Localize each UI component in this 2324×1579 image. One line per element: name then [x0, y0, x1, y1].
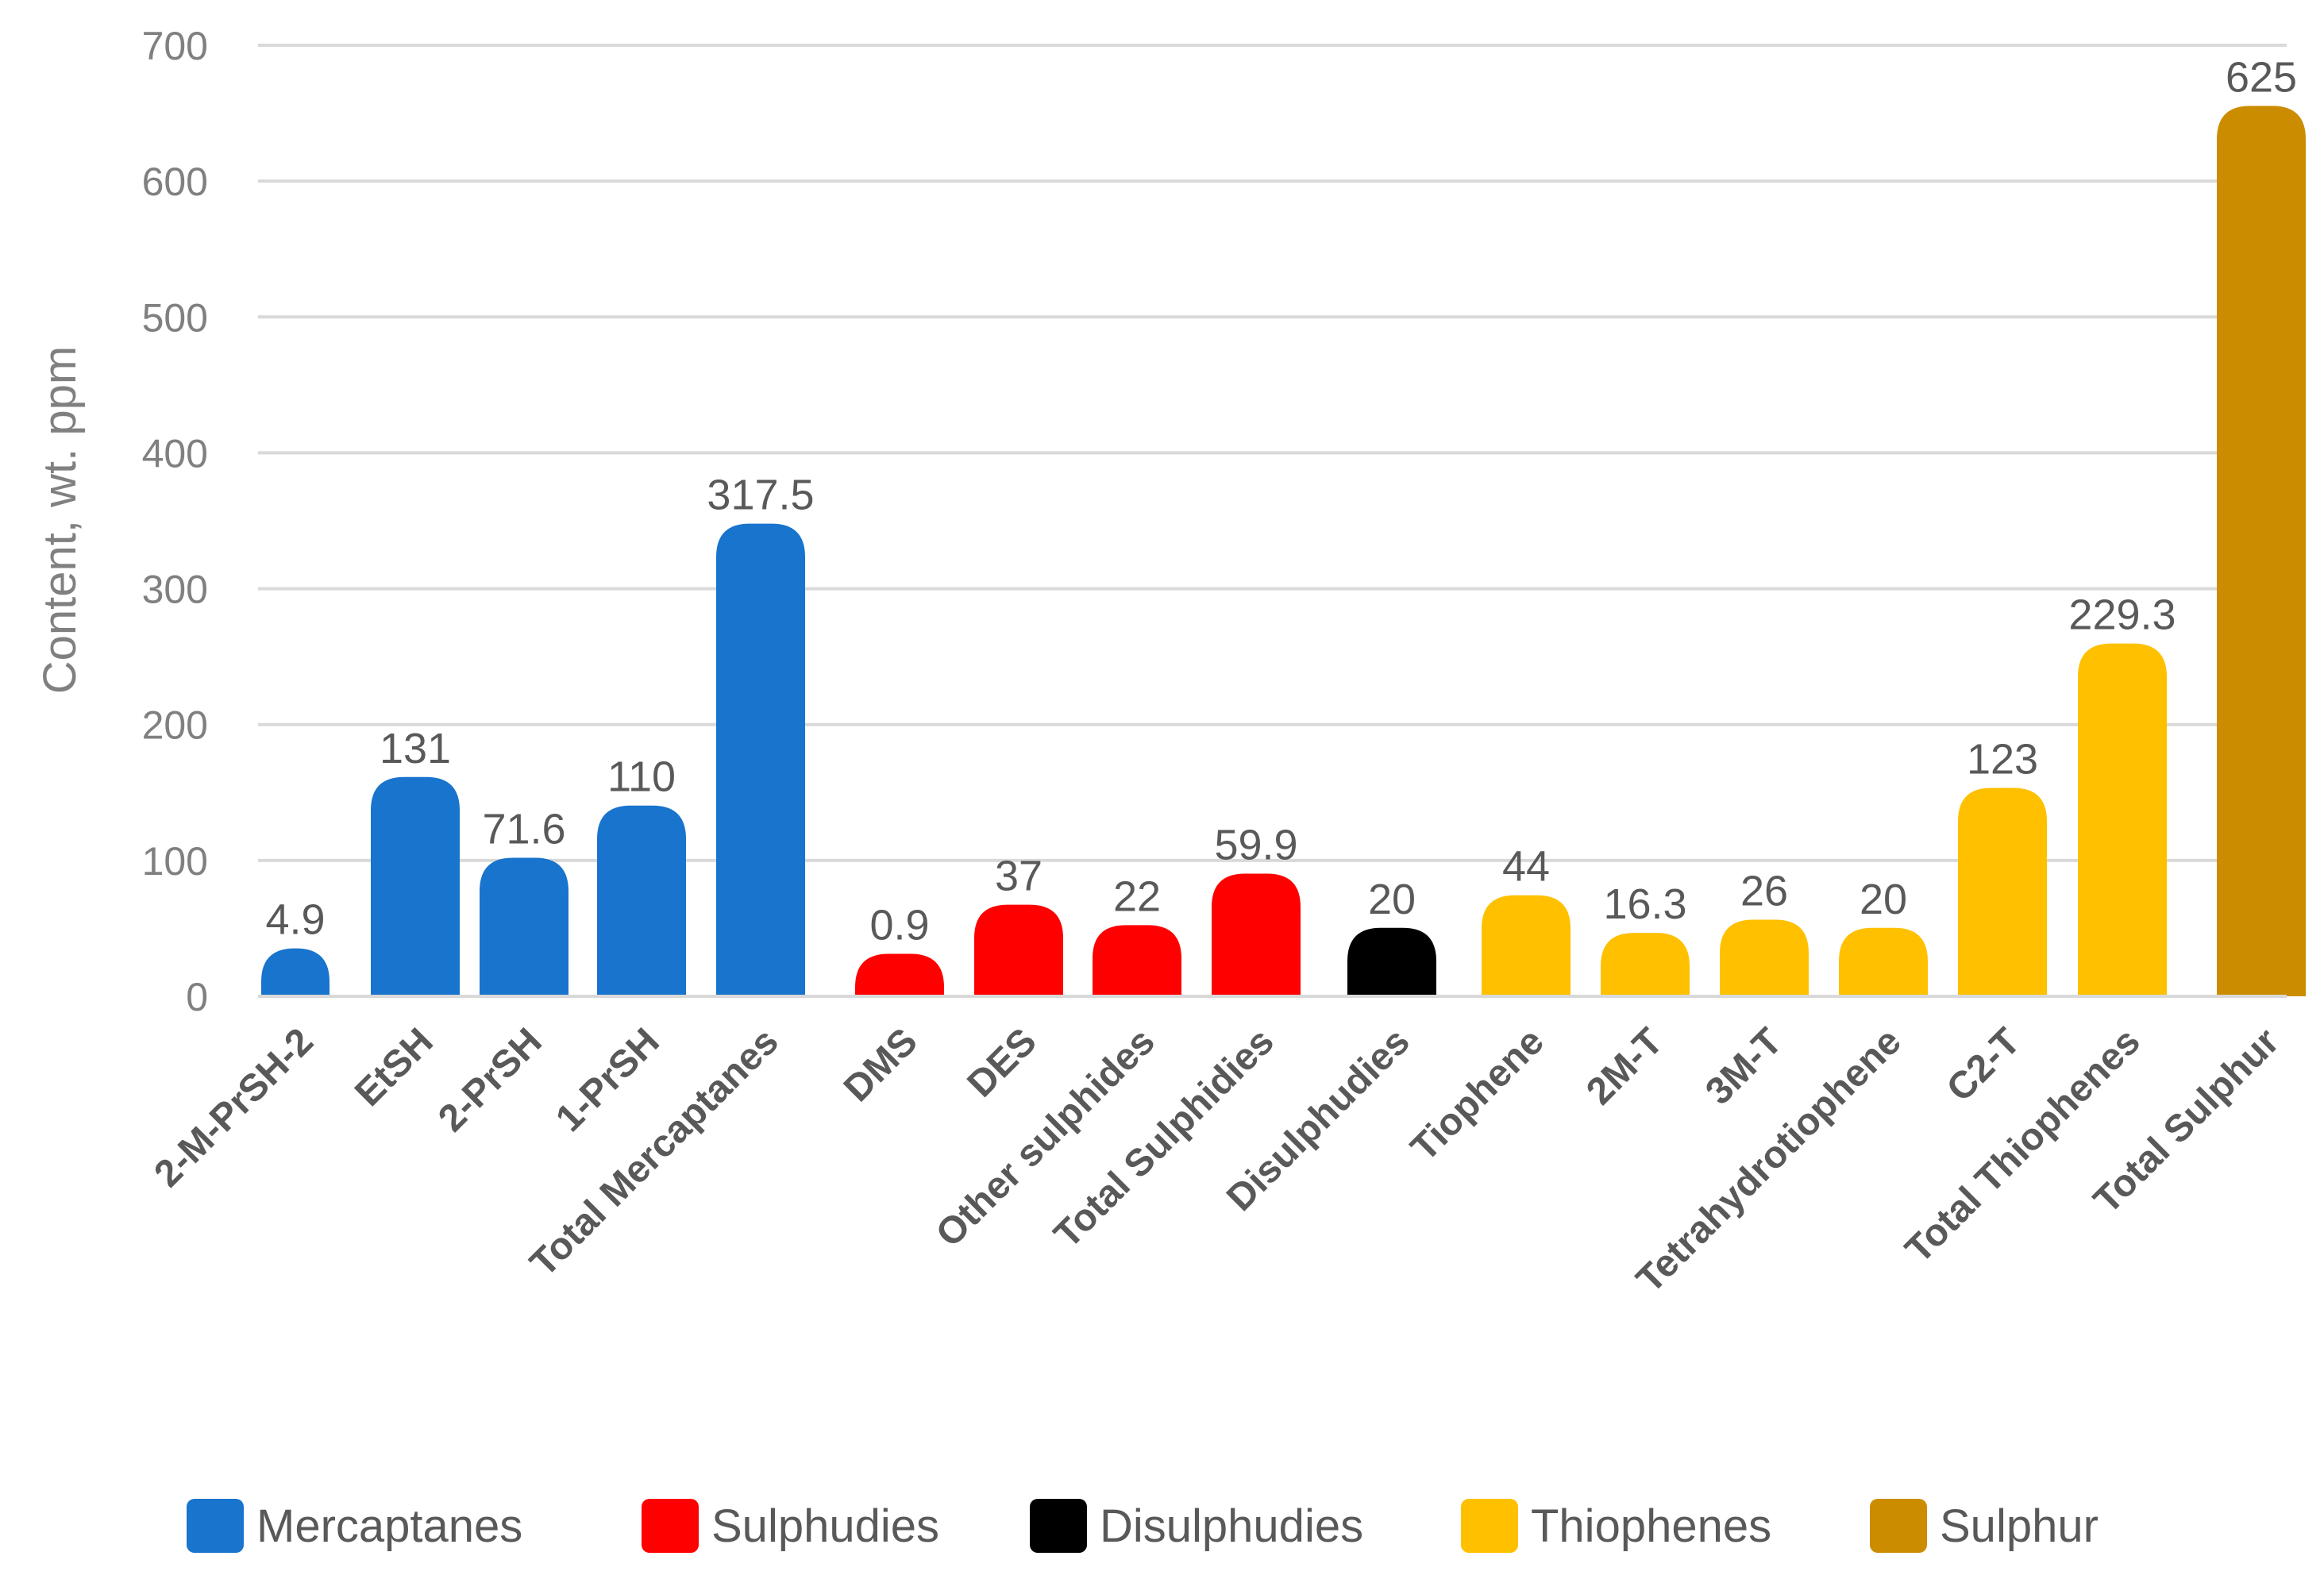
- bar: [261, 948, 330, 996]
- bar-value-label: 20: [1368, 876, 1416, 923]
- y-axis-ticks: 0 100 200 300 400 500 600 700: [142, 24, 208, 1019]
- bar: [480, 857, 568, 996]
- x-category-label: C2-T: [1939, 1020, 2029, 1110]
- x-category-label: DES: [960, 1020, 1045, 1105]
- x-category-label: EtSH: [347, 1020, 441, 1115]
- bars: [261, 106, 2306, 996]
- legend-label: Sulphudies: [711, 1500, 939, 1552]
- legend: Mercaptanes Sulphudies Disulphudies Thiophe…: [187, 1499, 2099, 1553]
- x-category-label: 2M-T: [1578, 1020, 1671, 1113]
- bar: [371, 776, 460, 996]
- bar: [1093, 925, 1181, 996]
- x-category-label: 3M-T: [1698, 1020, 1790, 1113]
- bar: [974, 904, 1063, 996]
- x-category-label: 2-PrSH: [430, 1020, 550, 1140]
- legend-swatch: [187, 1499, 244, 1553]
- bar-value-label: 16.3: [1603, 880, 1686, 928]
- bar: [1601, 933, 1690, 996]
- x-category-label: DMS: [836, 1020, 926, 1110]
- bar-value-label: 37: [995, 853, 1043, 900]
- bar-value-label: 625: [2226, 53, 2297, 101]
- legend-label: Sulphur: [1940, 1500, 2099, 1552]
- legend-swatch: [1030, 1499, 1087, 1553]
- y-tick-label: 100: [142, 839, 208, 884]
- bar-value-label: 229.3: [2068, 591, 2176, 639]
- legend-label: Mercaptanes: [256, 1500, 522, 1552]
- bar-value-label: 110: [607, 753, 676, 801]
- legend-swatch: [642, 1499, 699, 1553]
- bar-value-label: 131: [380, 725, 451, 772]
- bar: [855, 953, 944, 996]
- bar-value-label: 0.9: [869, 901, 929, 949]
- bar-value-label: 20: [1860, 876, 1907, 923]
- bar: [1958, 788, 2047, 996]
- legend-label: Thiophenes: [1531, 1500, 1771, 1552]
- legend-swatch: [1870, 1499, 1927, 1553]
- y-tick-label: 400: [142, 431, 208, 476]
- y-tick-label: 500: [142, 295, 208, 340]
- bar: [2078, 643, 2167, 996]
- y-tick-label: 200: [142, 703, 208, 748]
- bar: [1839, 927, 1928, 996]
- bar: [2217, 106, 2306, 996]
- x-category-label: 2-M-PrSH-2: [146, 1020, 321, 1195]
- bar-value-label: 59.9: [1214, 821, 1297, 868]
- bar: [1720, 919, 1809, 996]
- y-tick-label: 700: [142, 24, 208, 68]
- bar-value-label: 4.9: [265, 896, 325, 944]
- bar: [1212, 873, 1301, 996]
- x-category-label: Other sulphides: [928, 1020, 1163, 1255]
- x-category-label: Total Thiophenes: [1898, 1020, 2149, 1271]
- y-tick-label: 300: [142, 568, 208, 612]
- bar-value-label: 71.6: [482, 805, 565, 853]
- bar-value-label: 26: [1740, 868, 1788, 915]
- bar-value-label: 317.5: [707, 472, 814, 519]
- bar-value-label: 44: [1502, 843, 1550, 891]
- bar-value-label: 22: [1113, 872, 1161, 920]
- bar: [597, 805, 686, 996]
- bar: [716, 523, 805, 996]
- data-labels: 4.9 131 71.6 110 317.5 0.9 37 22 59.9 20 44 16.3 26 2…: [265, 53, 2297, 949]
- y-axis-title: Content, wt. ppm: [34, 346, 86, 694]
- x-category-label: Tiophene: [1403, 1020, 1552, 1169]
- y-tick-label: 600: [142, 160, 208, 204]
- bar-value-label: 123: [1967, 735, 2038, 783]
- x-category-label: 1-PrSH: [548, 1020, 668, 1140]
- legend-label: Disulphudies: [1100, 1500, 1363, 1552]
- y-tick-label: 0: [186, 975, 208, 1019]
- x-category-label: Total Sulphidies: [1046, 1020, 1282, 1256]
- gridlines: [258, 44, 2287, 998]
- legend-swatch: [1461, 1499, 1518, 1553]
- bar: [1482, 895, 1571, 996]
- bar: [1347, 927, 1436, 996]
